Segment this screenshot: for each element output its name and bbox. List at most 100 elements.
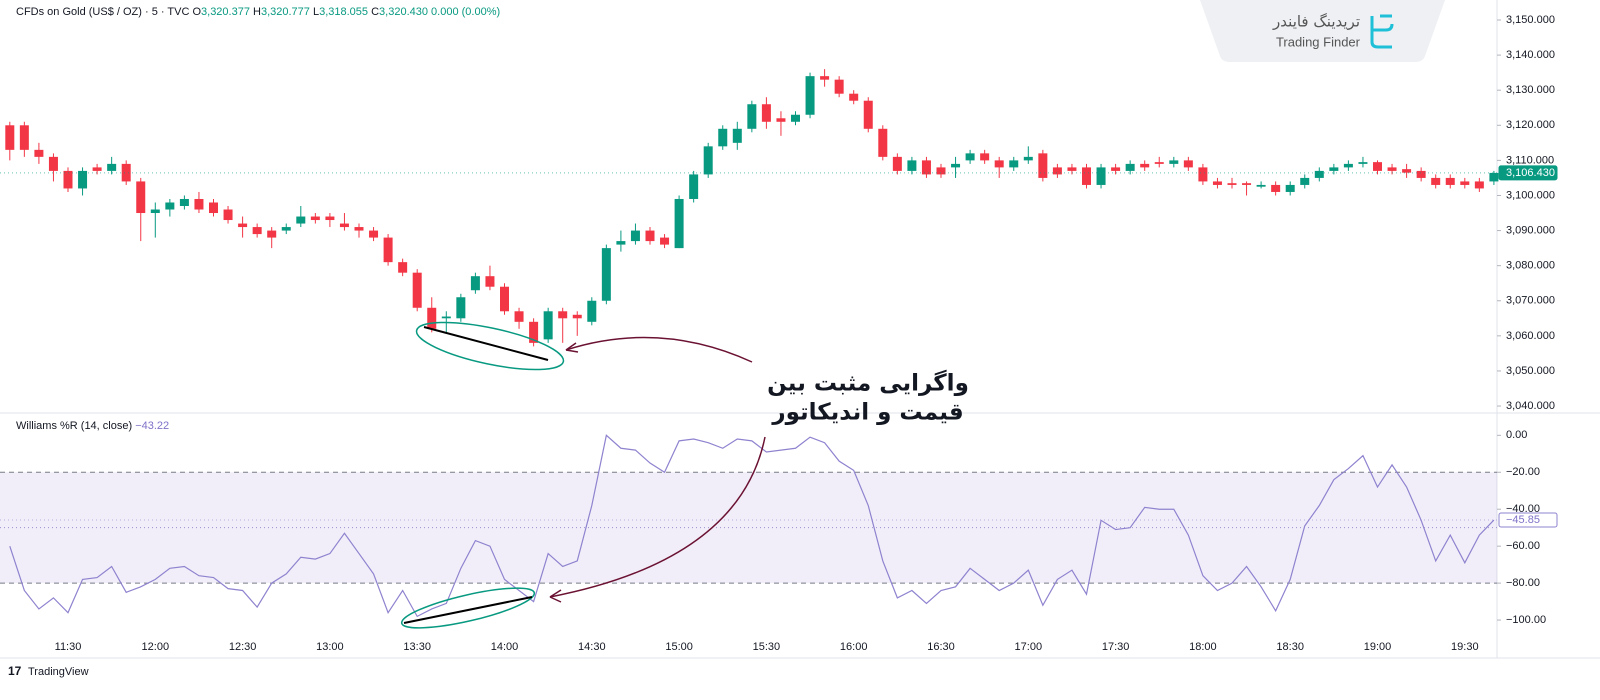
candle-body (761, 104, 771, 122)
candle-body (601, 248, 611, 301)
y-tick-label: −100.00 (1506, 614, 1546, 626)
x-tick-label: 12:30 (229, 641, 257, 653)
candle-body (572, 314, 582, 319)
y-tick-label: 3,090.000 (1506, 224, 1555, 236)
candle-body (645, 230, 655, 242)
candle-body (48, 156, 58, 171)
last-value-label: 3,106.430 (1506, 167, 1555, 179)
candle-body (412, 272, 422, 308)
x-tick-label: 13:30 (403, 641, 431, 653)
x-tick-label: 12:00 (142, 641, 170, 653)
candle-body (1314, 170, 1324, 178)
candle-body (441, 316, 451, 319)
last-value-label: −45.85 (1506, 514, 1540, 526)
candle-body (791, 114, 800, 122)
candle-body (92, 167, 102, 171)
ohlc-name: C (371, 6, 380, 18)
indicator-ellipse (400, 587, 536, 629)
x-tick-label: 15:30 (753, 641, 781, 653)
candle-body (951, 163, 961, 168)
candle-body (834, 79, 844, 94)
candle-body (179, 198, 189, 206)
price-ellipse (415, 321, 565, 371)
candle-body (1096, 167, 1106, 185)
indicator-line (9, 434, 1495, 618)
candle-body (732, 128, 742, 143)
candle-body (529, 321, 539, 343)
candle-body (1227, 183, 1237, 185)
candle-body (630, 230, 640, 242)
candle-body (5, 125, 15, 150)
y-tick-label: −40.00 (1506, 503, 1540, 515)
candle-body (921, 160, 931, 175)
logo-bg (1200, 0, 1445, 62)
candle-body (1256, 184, 1266, 187)
candle-body (1271, 184, 1281, 192)
candle-body (936, 167, 946, 175)
logo-icon (1370, 14, 1394, 49)
arrow (549, 436, 766, 598)
indicator-legend: Williams %R (14, close) −43.22 (16, 420, 169, 432)
x-tick-label: 18:00 (1189, 641, 1217, 653)
candle-body (1460, 181, 1470, 185)
candle-body (325, 216, 335, 221)
candle-body (223, 209, 233, 221)
header: CFDs on Gold (US$ / OZ) · 5 · TVC O3,320… (16, 6, 500, 18)
candle-body (776, 118, 786, 122)
logo-fa: تریدینگ فایندر (1272, 13, 1360, 31)
x-tick-label: 17:00 (1015, 641, 1043, 653)
candle-body (1431, 177, 1441, 185)
candle-body (1402, 169, 1412, 173)
candle-body (238, 223, 248, 228)
price-trendline (423, 326, 549, 361)
candle-body (107, 163, 117, 171)
candle-body (1038, 153, 1048, 178)
candle-body (1242, 183, 1252, 185)
ohlc-value: 3,318.055 (319, 6, 369, 18)
candle-body (165, 202, 175, 210)
y-tick-label: 3,110.000 (1506, 154, 1554, 166)
candle-body (1416, 170, 1426, 178)
last-value-tag (1498, 165, 1558, 181)
candle-body (616, 241, 626, 245)
candle-body (660, 237, 670, 245)
indicator-trendline (403, 596, 533, 624)
candle-body (194, 198, 204, 210)
indicator-title: Williams %R (14, close) (16, 420, 133, 432)
x-tick-label: 17:30 (1102, 641, 1130, 653)
footer-icon: 17 (8, 664, 22, 678)
x-tick-label: 18:30 (1276, 641, 1304, 653)
candle-body (63, 170, 73, 189)
logo: تریدینگ فایندر Trading Finder (1200, 0, 1445, 62)
candle-body (500, 286, 509, 312)
candle-body (1212, 181, 1222, 185)
annotation: قیمت و اندیکاتور (771, 400, 963, 426)
y-tick-label: 3,060.000 (1506, 330, 1555, 342)
candle-body (1343, 163, 1353, 168)
y-tick-label: 3,130.000 (1506, 84, 1555, 96)
candle-body (470, 276, 480, 291)
x-tick-label: 11:30 (55, 641, 82, 653)
candle-body (121, 163, 131, 182)
candle-body (310, 216, 320, 221)
candle-body (1474, 181, 1484, 189)
symbol: CFDs on Gold (US$ / OZ) · 5 · TVC (16, 6, 190, 18)
y-tick-label: −80.00 (1506, 577, 1540, 589)
y-tick-label: 3,120.000 (1506, 119, 1555, 131)
candle-body (1125, 163, 1135, 171)
candle-body (281, 227, 291, 231)
y-tick-label: 3,100.000 (1506, 189, 1555, 201)
candle-body (674, 198, 684, 249)
candle-body (78, 170, 88, 189)
indicator-value: −43.22 (135, 420, 170, 432)
x-tick-label: 16:30 (927, 641, 955, 653)
change: 0.000 (0.00%) (431, 6, 501, 18)
candle-body (19, 125, 29, 150)
candle-body (1285, 184, 1295, 192)
candle-body (1358, 162, 1368, 164)
candle-body (383, 237, 393, 263)
candle-body (1300, 177, 1310, 185)
x-tick-label: 16:00 (840, 641, 868, 653)
